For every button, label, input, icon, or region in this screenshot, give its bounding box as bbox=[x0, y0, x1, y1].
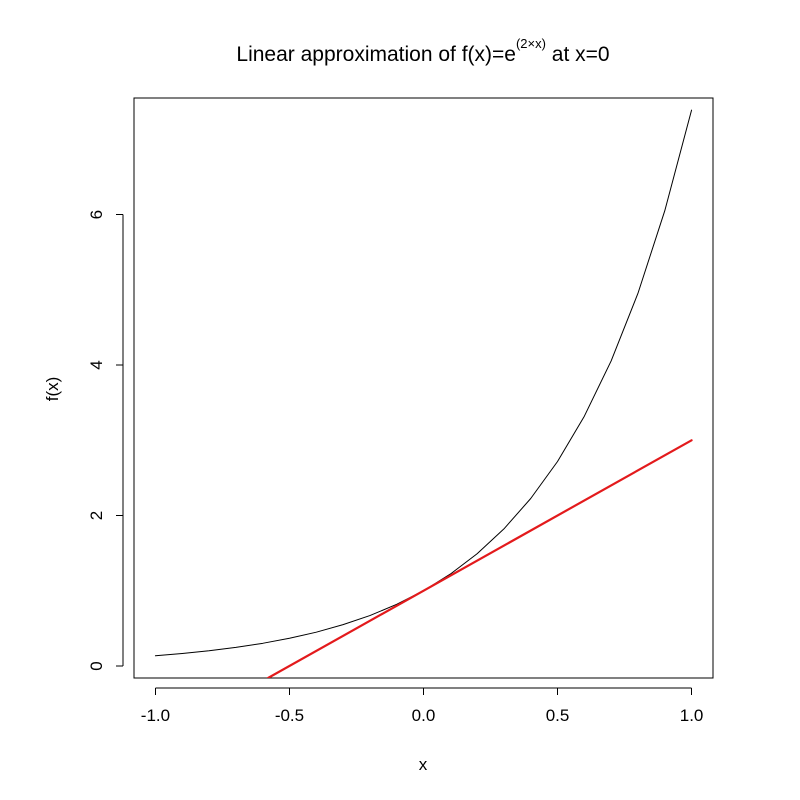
x-tick-label: 0.5 bbox=[546, 706, 570, 725]
x-tick-label: 0.0 bbox=[412, 706, 436, 725]
tangent-line bbox=[266, 439, 693, 678]
plot-box bbox=[133, 97, 714, 679]
y-tick-label: 4 bbox=[87, 360, 106, 369]
axes: -1.0 -0.5 0.0 0.5 1.0 0 2 4 6 bbox=[87, 210, 703, 725]
y-tick-label: 6 bbox=[87, 210, 106, 219]
chart-title-superscript: (2×x) bbox=[516, 36, 546, 51]
plot-area bbox=[133, 97, 714, 679]
chart-title-suffix: at x=0 bbox=[546, 43, 610, 66]
y-axis-label: f(x) bbox=[43, 377, 62, 402]
x-tick-label: 1.0 bbox=[680, 706, 704, 725]
y-tick-label: 2 bbox=[87, 511, 106, 520]
x-tick-label: -0.5 bbox=[275, 706, 304, 725]
chart-title: Linear approximation of f(x)=e(2×x) at x… bbox=[236, 36, 609, 66]
series-group bbox=[154, 109, 693, 678]
chart-title-prefix: Linear approximation of f(x)=e bbox=[236, 43, 516, 66]
x-axis-label: x bbox=[419, 755, 428, 774]
y-tick-label: 0 bbox=[87, 661, 106, 670]
x-tick-label: -1.0 bbox=[141, 706, 170, 725]
